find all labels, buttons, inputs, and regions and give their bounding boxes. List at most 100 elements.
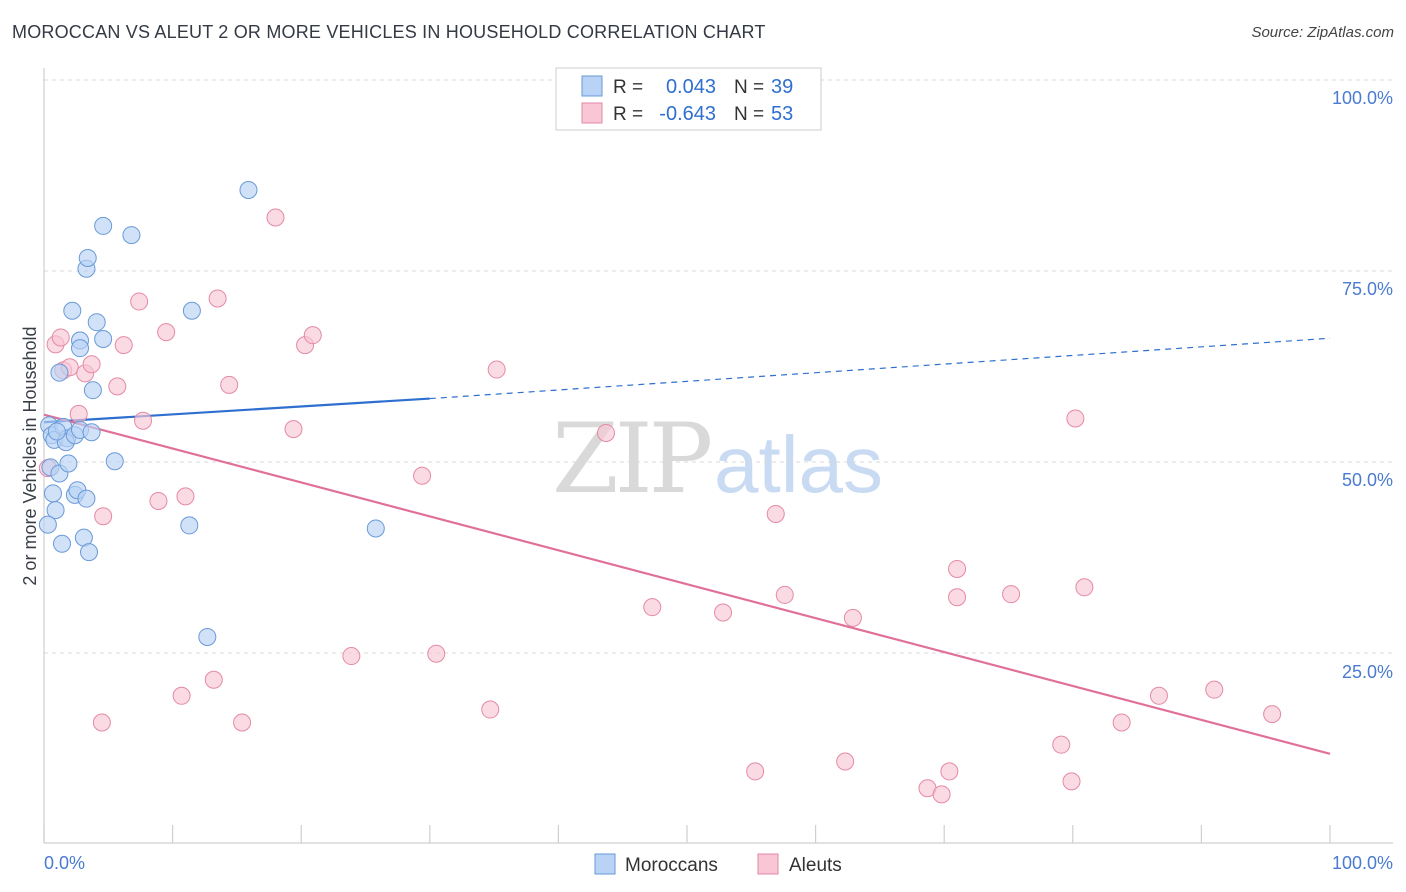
legend-r-value: 0.043 xyxy=(666,76,716,98)
chart-title: MOROCCAN VS ALEUT 2 OR MORE VEHICLES IN … xyxy=(12,22,766,42)
aleut-point xyxy=(51,328,70,347)
aleut-point xyxy=(775,585,794,604)
aleut-point xyxy=(233,713,252,732)
axes xyxy=(43,68,1393,844)
aleut-point xyxy=(1263,705,1282,724)
aleut-point xyxy=(149,491,168,510)
aleut-point xyxy=(766,504,785,523)
aleut-trend-line xyxy=(43,413,1331,755)
source-label: Source: ZipAtlas.com xyxy=(1251,24,1394,41)
moroccan-point xyxy=(87,313,106,332)
aleut-point xyxy=(948,559,967,578)
aleut-point xyxy=(948,588,967,607)
moroccan-legend-swatch xyxy=(581,75,603,97)
aleut-point xyxy=(303,326,322,345)
aleut-point xyxy=(487,360,506,379)
moroccan-point xyxy=(77,489,96,508)
moroccan-point xyxy=(71,339,90,358)
aleut-point xyxy=(596,423,615,442)
moroccan-point xyxy=(366,519,385,538)
aleut-point xyxy=(843,608,862,627)
data-points xyxy=(38,181,1282,804)
trend-lines xyxy=(43,337,1331,755)
moroccan-point xyxy=(94,329,113,348)
moroccan-point xyxy=(47,422,66,441)
aleut-point xyxy=(427,644,446,663)
aleut-point xyxy=(342,647,361,666)
aleut-point xyxy=(82,355,101,374)
series-legend: Moroccans Aleuts xyxy=(594,853,842,876)
legend-r-label: R = xyxy=(613,77,643,98)
aleuts-swatch xyxy=(757,853,779,875)
moroccan-point xyxy=(78,249,97,268)
aleut-point xyxy=(114,336,133,355)
aleut-point xyxy=(204,670,223,689)
moroccan-point xyxy=(44,484,63,503)
aleut-point xyxy=(220,375,239,394)
aleut-legend-swatch xyxy=(581,102,603,124)
aleut-point xyxy=(481,700,500,719)
moroccan-point xyxy=(105,452,124,471)
y-tick-label: 100.0% xyxy=(1332,88,1393,108)
x-tick-label: 100.0% xyxy=(1332,853,1393,873)
aleut-point xyxy=(208,289,227,308)
y-tick-label: 50.0% xyxy=(1342,470,1393,490)
aleut-point xyxy=(69,404,88,423)
aleut-point xyxy=(1052,735,1071,754)
moroccans-label: Moroccans xyxy=(625,855,718,876)
aleut-point xyxy=(134,411,153,430)
moroccan-point xyxy=(53,534,72,553)
aleut-point xyxy=(746,762,765,781)
moroccan-point xyxy=(82,423,101,442)
aleut-point xyxy=(108,377,127,396)
aleut-point xyxy=(1112,713,1131,732)
aleut-point xyxy=(1062,772,1081,791)
aleut-point xyxy=(92,713,111,732)
moroccan-point xyxy=(50,363,69,382)
moroccan-point xyxy=(239,181,258,200)
aleut-point xyxy=(1149,686,1168,705)
legend-r-label: R = xyxy=(613,104,643,125)
aleut-point xyxy=(1075,578,1094,597)
watermark-atlas: atlas xyxy=(714,420,883,509)
moroccan-point xyxy=(122,226,141,245)
aleut-point xyxy=(94,507,113,526)
legend-n-value: 53 xyxy=(771,103,793,125)
moroccan-point xyxy=(80,543,99,562)
legend-n-label: N = xyxy=(734,77,764,98)
correlation-legend: R = 0.043 N = 39 R = -0.643 N = 53 xyxy=(555,67,822,131)
moroccan-point xyxy=(198,627,217,646)
aleuts-label: Aleuts xyxy=(789,855,842,876)
moroccan-point xyxy=(63,301,82,320)
moroccan-trend-line xyxy=(43,397,430,424)
y-axis-label: 2 or more Vehicles in Household xyxy=(20,326,40,585)
moroccan-point xyxy=(94,216,113,235)
aleut-point xyxy=(157,323,176,342)
aleut-point xyxy=(130,292,149,311)
moroccan-point xyxy=(38,515,57,534)
aleut-point xyxy=(836,752,855,771)
aleut-point xyxy=(266,208,285,227)
aleut-point xyxy=(643,598,662,617)
aleut-point xyxy=(176,487,195,506)
y-tick-label: 25.0% xyxy=(1342,662,1393,682)
moroccan-point xyxy=(59,454,78,473)
moroccan-point xyxy=(182,301,201,320)
aleut-point xyxy=(1205,680,1224,699)
aleut-point xyxy=(284,420,303,439)
aleut-point xyxy=(172,686,191,705)
x-tick-label: 0.0% xyxy=(44,853,85,873)
aleut-point xyxy=(932,785,951,804)
legend-n-label: N = xyxy=(734,104,764,125)
moroccan-point xyxy=(180,516,199,535)
moroccans-swatch xyxy=(594,853,616,875)
gridlines xyxy=(44,79,1393,654)
moroccan-trend-extrapolation xyxy=(429,337,1331,400)
aleut-point xyxy=(1066,409,1085,428)
y-tick-label: 75.0% xyxy=(1342,279,1393,299)
aleut-point xyxy=(1002,585,1021,604)
moroccan-point xyxy=(83,381,102,400)
legend-n-value: 39 xyxy=(771,76,793,98)
watermark-zip: ZIP xyxy=(552,403,711,515)
